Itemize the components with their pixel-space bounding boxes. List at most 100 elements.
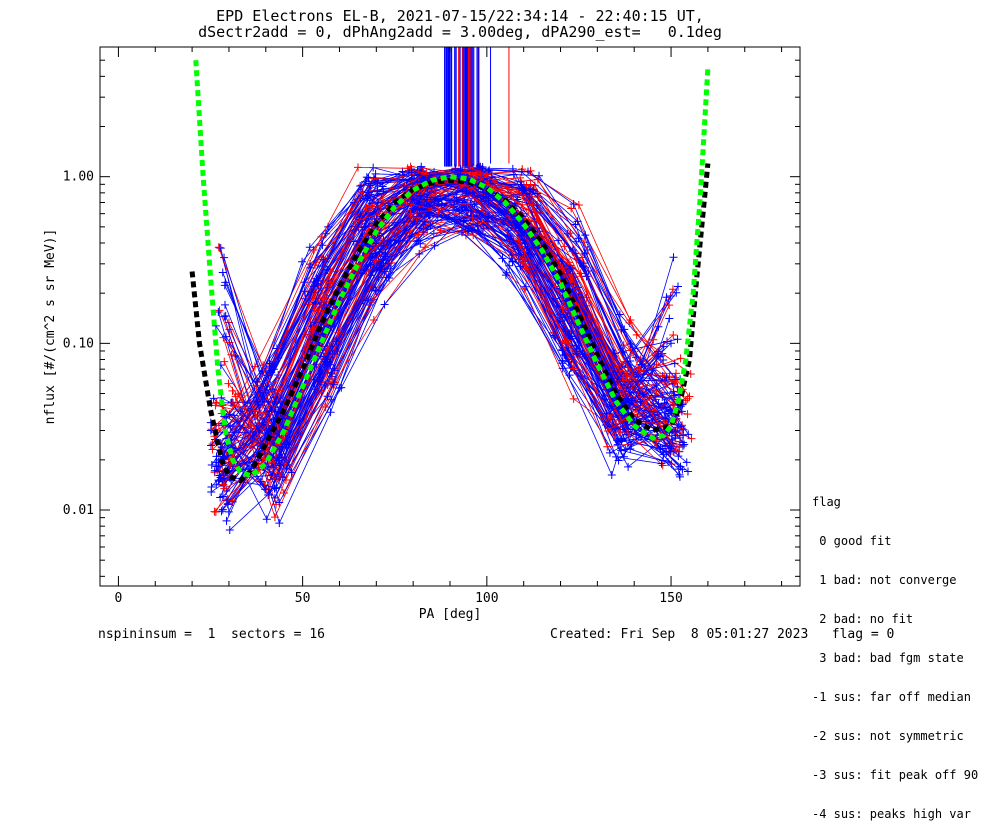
spectrum-point [362, 173, 371, 182]
spectrum-point [657, 459, 666, 468]
x-tick-label: 150 [659, 591, 682, 606]
spectrum-point [503, 226, 512, 235]
spectrum-point [306, 263, 315, 272]
spectrum-point [463, 206, 472, 215]
spectrum-point [654, 347, 663, 356]
spectrum-point [673, 423, 682, 432]
spectrum-point [678, 438, 687, 447]
spectrum-point [323, 392, 332, 401]
spectrum-point [236, 407, 245, 416]
spectrum-point [682, 458, 691, 467]
spectrum-point [521, 282, 530, 291]
spectrum-trace [223, 176, 679, 448]
spectrum-point [576, 269, 585, 278]
spectrum-point [275, 519, 284, 528]
spectrum-point [505, 235, 514, 244]
spectrum-point [683, 394, 692, 403]
spectrum-point [676, 354, 685, 363]
spectrum-point [659, 450, 668, 459]
spectrum-point [569, 200, 578, 209]
spectrum-point [674, 452, 683, 461]
spectrum-point [333, 347, 342, 356]
spectrum-point [612, 452, 621, 461]
spectrum-point [310, 291, 319, 300]
spectrum-point [224, 379, 233, 388]
spectrum-trace [225, 169, 677, 431]
spectrum-point [422, 195, 431, 204]
spectrum-point [272, 500, 281, 509]
spectrum-point [210, 466, 219, 475]
spectrum-point [567, 334, 576, 343]
spectrum-point [309, 282, 318, 291]
spectrum-point [624, 462, 633, 471]
spectrum-point [326, 278, 335, 287]
spectrum-point [209, 394, 218, 403]
x-tick-label: 50 [295, 591, 311, 606]
spectrum-point [255, 411, 264, 420]
spectrum-point [656, 444, 665, 453]
spectrum-point [463, 199, 472, 208]
spectrum-point [668, 285, 677, 294]
spectrum-point [275, 445, 284, 454]
spectrum-point [654, 322, 663, 331]
spectrum-point [528, 200, 537, 209]
spectrum-point [373, 198, 382, 207]
spectrum-point [371, 249, 380, 258]
spectrum-point [603, 442, 612, 451]
spectrum-trace [240, 184, 684, 451]
spectrum-trace [214, 169, 674, 437]
spectrum-point [220, 253, 229, 262]
spectrum-point [574, 200, 583, 209]
legend-item: -4 sus: peaks high var [812, 807, 971, 821]
spectrum-point [687, 434, 696, 443]
y-tick-label: 0.10 [63, 336, 94, 351]
spectrum-point [216, 244, 225, 253]
spectrum-point [662, 373, 671, 382]
spectrum-point [606, 413, 615, 422]
spectrum-point [683, 467, 692, 476]
spectrum-point [669, 387, 678, 396]
spectrum-point [617, 437, 626, 446]
spectrum-trace [215, 166, 677, 416]
spectrum-point [506, 232, 515, 241]
spectrum-point [508, 257, 517, 266]
spectrum-point [272, 483, 281, 492]
spectrum-trace [224, 216, 657, 490]
spectrum-point [484, 212, 493, 221]
spectrum-point [619, 373, 628, 382]
spectrum-point [533, 189, 542, 198]
y-tick-label: 1.00 [63, 170, 94, 185]
legend-item: -2 sus: not symmetric [812, 729, 964, 743]
spectrum-point [620, 325, 629, 334]
footer-left: nspininsum = 1 sectors = 16 [98, 627, 325, 642]
spectrum-point [535, 171, 544, 180]
spectrum-point [468, 213, 477, 222]
spectrum-point [560, 242, 569, 251]
y-tick-label: 0.01 [63, 503, 94, 518]
spectrum-point [225, 526, 234, 535]
spectrum-point [662, 337, 671, 346]
spectrum-point [558, 356, 567, 365]
spectrum-point [430, 241, 439, 250]
spectrum-point [207, 441, 216, 450]
spectrum-point [520, 259, 529, 268]
spectrum-trace [229, 195, 688, 470]
spectrum-point [632, 330, 641, 339]
x-tick-label: 0 [115, 591, 123, 606]
spectrum-point [613, 436, 622, 445]
spectrum-point [225, 410, 234, 419]
footer-right: Created: Fri Sep 8 05:01:27 2023 flag = … [550, 627, 895, 642]
spectrum-point [315, 370, 324, 379]
spectrum-point [363, 194, 372, 203]
fit-curve [193, 60, 711, 479]
spectrum-point [364, 188, 373, 197]
spectrum-point [675, 447, 684, 456]
spectrum-point [673, 335, 682, 344]
spectrum-point [522, 189, 531, 198]
spectrum-point [607, 470, 616, 479]
spectrum-point [484, 194, 493, 202]
spectrum-point [218, 492, 227, 501]
spectrum-point [434, 197, 443, 206]
legend-item: 3 bad: bad fgm state [812, 651, 964, 665]
spectrum-point [308, 324, 317, 333]
